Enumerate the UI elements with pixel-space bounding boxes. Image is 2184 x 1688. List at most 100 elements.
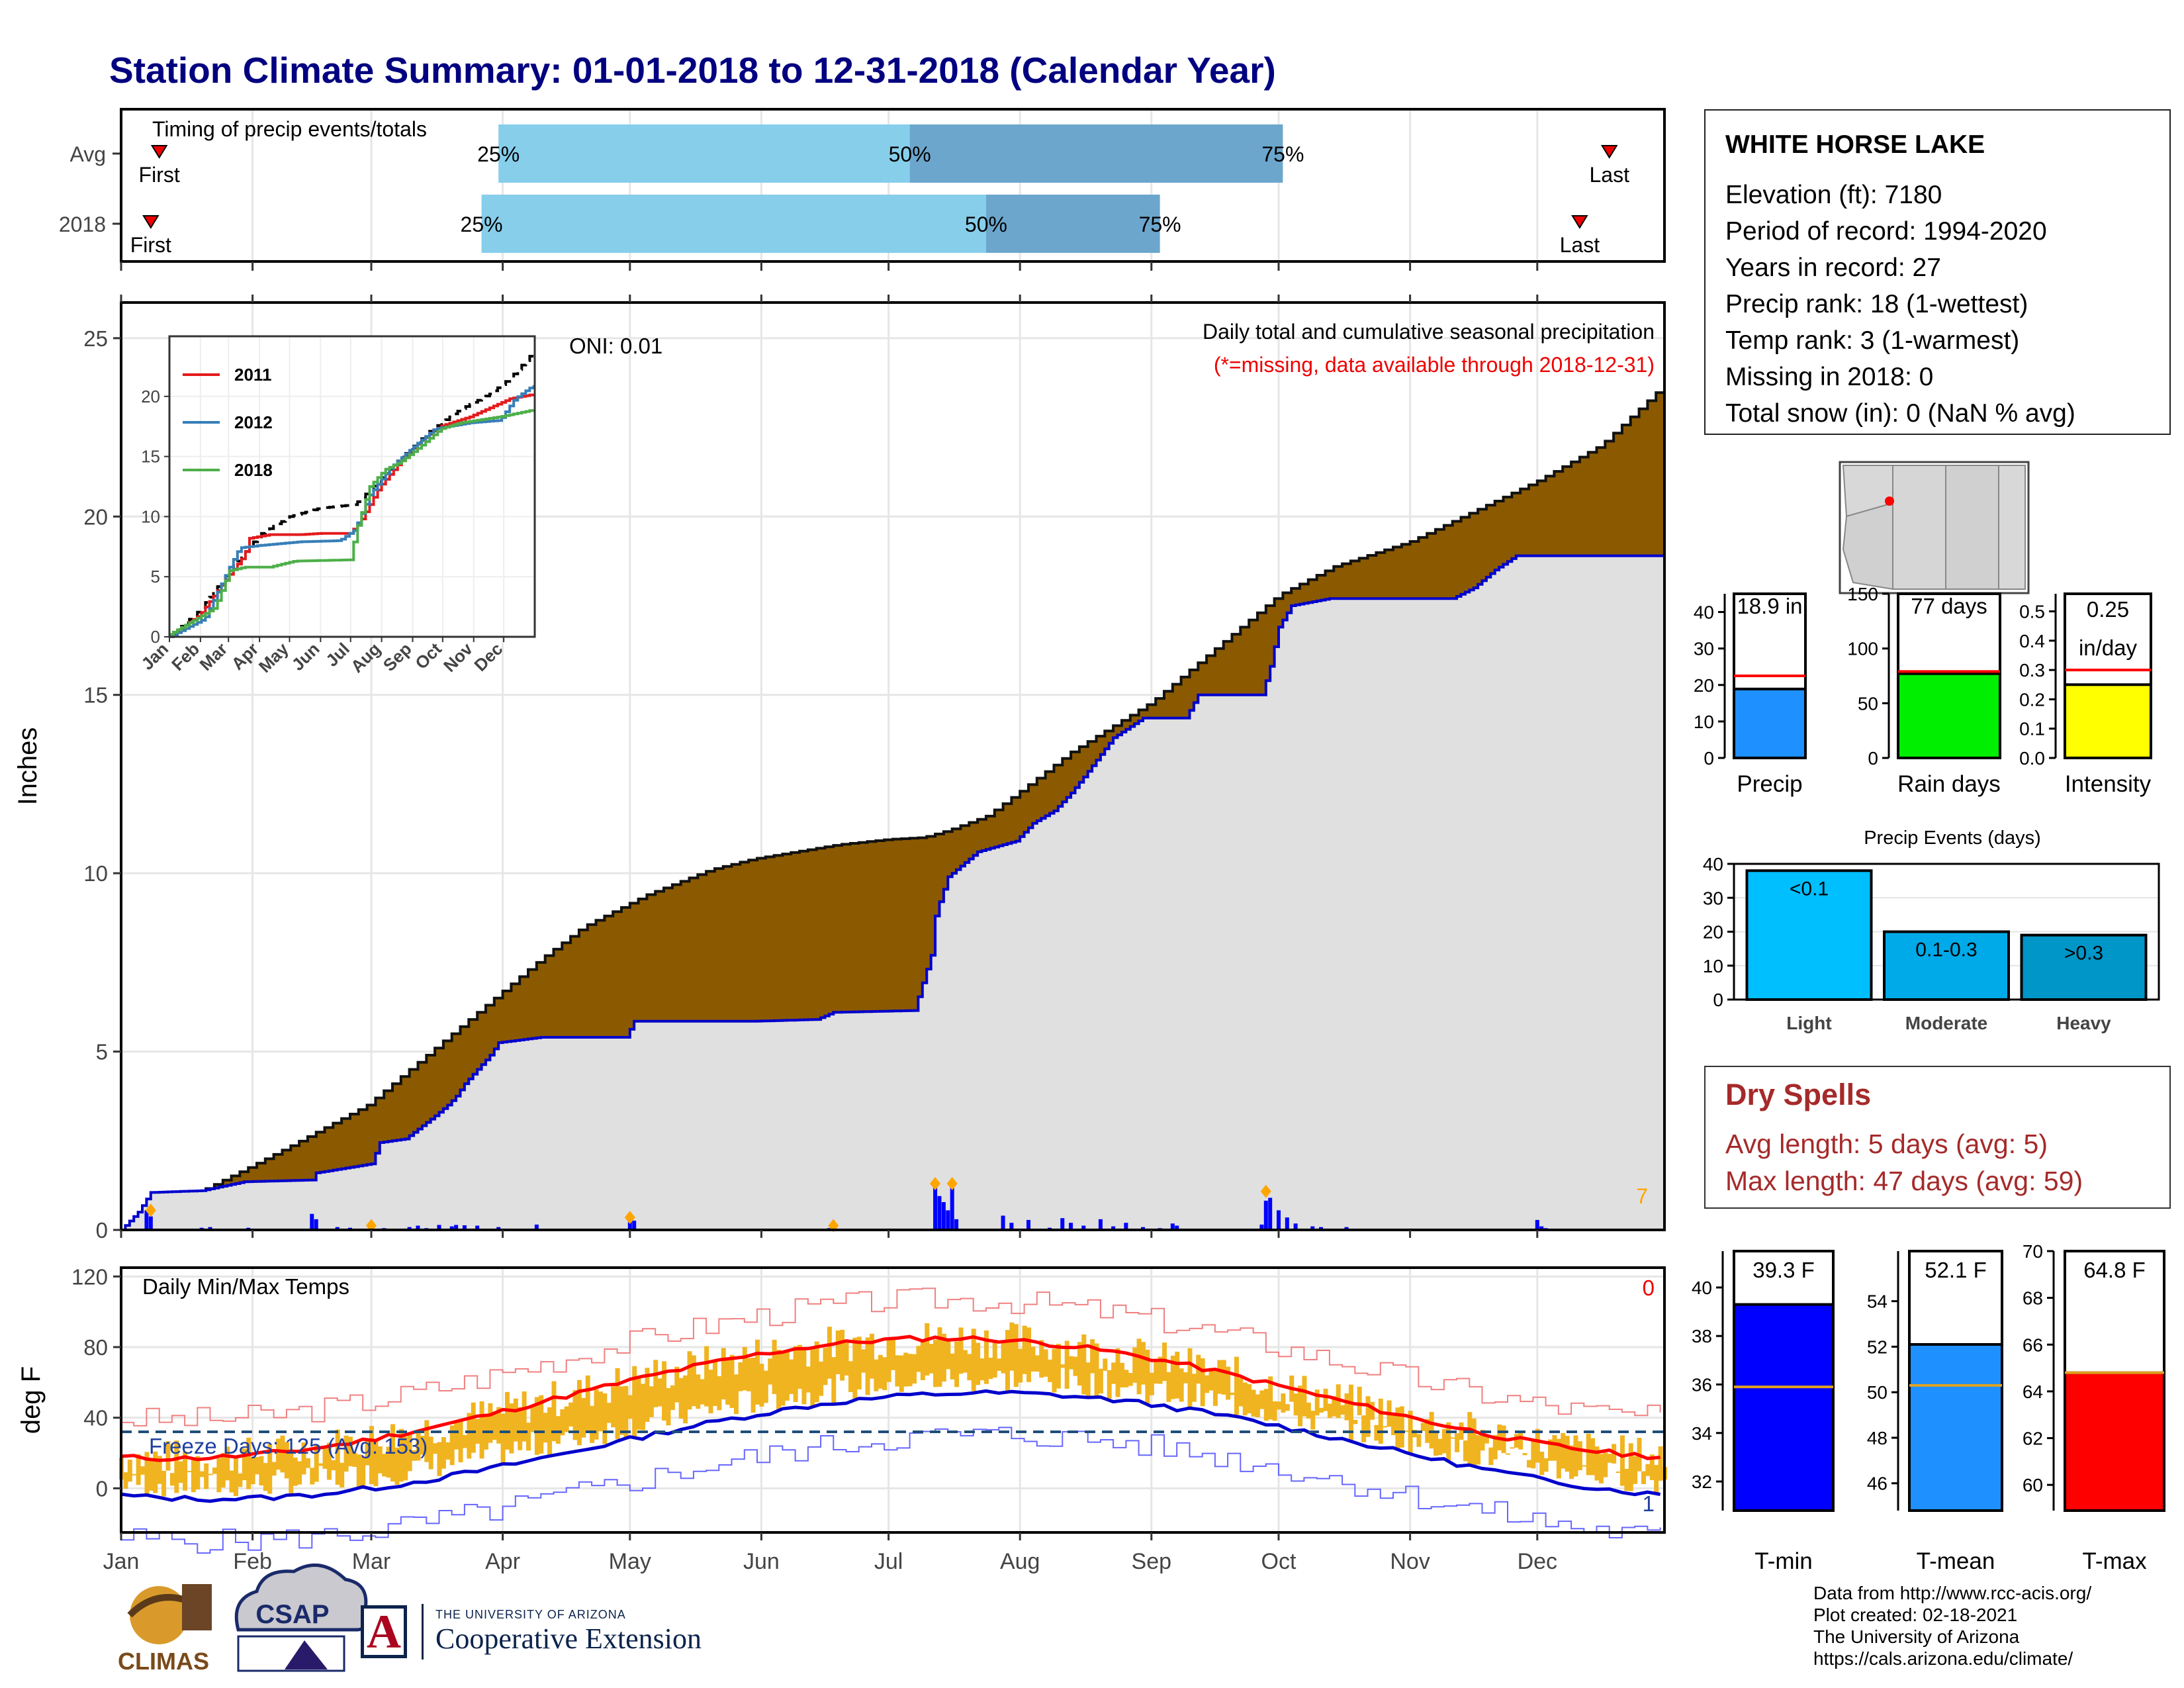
oni-label: ONI: 0.01: [569, 334, 662, 358]
daily-temp-range-bar: [751, 1357, 756, 1413]
daily-temp-range-bar: [747, 1358, 752, 1391]
daily-temp-range-bar: [1476, 1435, 1481, 1465]
daily-temp-range-bar: [1556, 1438, 1561, 1479]
daily-temp-range-bar: [271, 1462, 277, 1476]
daily-temp-range-bar: [899, 1355, 904, 1392]
daily-temp-range-bar: [576, 1380, 582, 1446]
daily-precip-bar: [1344, 1227, 1349, 1230]
daily-temp-range-bar: [1598, 1454, 1604, 1483]
daily-temp-range-bar: [585, 1375, 590, 1432]
daily-temp-range-bar: [471, 1402, 476, 1453]
daily-temp-range-bar: [267, 1444, 273, 1494]
daily-temp-range-bar: [895, 1355, 900, 1387]
daily-temp-range-bar: [407, 1432, 412, 1472]
temp-y-tick-label: 34: [1692, 1423, 1712, 1444]
daily-temp-range-bar: [1124, 1370, 1129, 1387]
daily-temp-range-bar: [1420, 1423, 1426, 1431]
daily-temp-range-bar: [623, 1385, 629, 1440]
daily-temp-range-bar: [424, 1420, 430, 1462]
daily-temp-range-bar: [1001, 1342, 1006, 1374]
daily-temp-range-bar: [428, 1436, 433, 1470]
daily-temp-range-bar: [801, 1348, 807, 1405]
mini-bar-value-label: 0.25: [2087, 597, 2129, 622]
mini-bar-unit-label: in/day: [2079, 635, 2138, 660]
daily-temp-range-bar: [1641, 1471, 1646, 1484]
pct-75-label: 75%: [1139, 212, 1181, 236]
daily-temp-range-bar: [793, 1346, 798, 1402]
daily-temp-range-bar: [1433, 1430, 1439, 1456]
map-state-arizona: [1892, 465, 1946, 590]
daily-temp-range-bar: [1484, 1436, 1489, 1444]
pct-50-label: 50%: [889, 142, 931, 166]
daily-temp-range-bar: [1069, 1356, 1074, 1370]
temp-y-tick-label: 64: [2023, 1382, 2043, 1402]
inset-y-tick-label: 5: [151, 567, 160, 586]
daily-temp-range-bar: [950, 1353, 955, 1380]
daily-temp-range-bar: [225, 1446, 230, 1481]
daily-temp-range-bar: [1480, 1430, 1485, 1451]
daily-temp-range-bar: [1319, 1407, 1324, 1413]
daily-temp-range-bar: [662, 1361, 667, 1421]
daily-temp-range-bar: [1526, 1460, 1531, 1468]
daily-precip-bar: [314, 1219, 318, 1230]
daily-temp-range-bar: [1607, 1454, 1612, 1463]
daily-temp-range-bar: [805, 1366, 811, 1393]
timing-bar-q3: [909, 124, 1283, 183]
daily-temp-range-bar: [148, 1458, 154, 1491]
footer-credits: Data from http://www.rcc-acis.org/ Plot …: [1813, 1582, 2091, 1669]
daily-precip-bar: [407, 1227, 412, 1230]
climas-sun-icon: [130, 1586, 188, 1644]
daily-temp-range-bar: [759, 1364, 764, 1407]
footer-logos: CLIMAS CSAP: [118, 1563, 370, 1675]
daily-temp-range-bar: [1332, 1396, 1337, 1417]
daily-temp-range-bar: [153, 1451, 158, 1493]
daily-temp-range-bar: [708, 1370, 713, 1414]
daily-temp-range-bar: [946, 1340, 951, 1370]
event-flag-marker: [930, 1176, 941, 1190]
daily-temp-range-bar: [780, 1352, 786, 1406]
daily-temp-range-bar: [1399, 1406, 1404, 1448]
daily-temp-range-bar: [1624, 1468, 1629, 1491]
daily-temp-range-bar: [377, 1446, 383, 1474]
footer-line-university: The University of Arizona: [1813, 1626, 2020, 1647]
daily-temp-range-bar: [704, 1346, 709, 1407]
daily-temp-range-bar: [1615, 1472, 1621, 1474]
inset-frame: [168, 335, 536, 638]
daily-temp-range-bar: [547, 1407, 553, 1456]
events-y-tick-label: 30: [1703, 888, 1723, 908]
daily-temp-range-bar: [555, 1416, 561, 1444]
y-tick-label: 5: [96, 1040, 108, 1064]
mini-bar: [1897, 672, 2001, 760]
daily-temp-range-bar: [169, 1473, 175, 1486]
daily-temp-range-bar: [1645, 1464, 1651, 1476]
daily-temp-range-bar: [1268, 1376, 1273, 1420]
pct-25-label: 25%: [477, 142, 520, 166]
daily-temp-range-bar: [687, 1351, 692, 1410]
daily-temp-range-bar: [1323, 1388, 1328, 1411]
daily-temp-range-bar: [522, 1391, 527, 1442]
daily-precip-bar: [1259, 1224, 1264, 1230]
daily-temp-range-bar: [165, 1441, 171, 1471]
daily-temp-range-bar: [289, 1449, 294, 1496]
temp-bar-name: T-mean: [1917, 1548, 1995, 1574]
mini-y-tick-label: 40: [1694, 602, 1714, 623]
daily-precip-bar: [1001, 1215, 1005, 1230]
daily-temp-range-bar: [398, 1429, 404, 1482]
daily-temp-range-bar: [1149, 1372, 1154, 1395]
daily-precip-bar: [1285, 1217, 1289, 1230]
daily-temp-range-bar: [1649, 1454, 1655, 1480]
daily-temp-range-bar: [1531, 1439, 1536, 1469]
daily-temp-range-bar: [347, 1436, 353, 1467]
observed-cumulative-line: [121, 554, 1664, 1231]
daily-temp-range-bar: [869, 1333, 874, 1379]
daily-temp-range-bar: [255, 1457, 260, 1475]
daily-temp-range-bar: [1230, 1392, 1235, 1395]
daily-temp-range-bar: [1437, 1438, 1443, 1456]
climas-logo: CLIMAS: [118, 1584, 212, 1675]
daily-precip-bar: [1319, 1227, 1324, 1230]
climas-block-icon: [182, 1584, 212, 1630]
event-flag-marker: [145, 1203, 156, 1217]
event-flag-marker: [946, 1176, 958, 1190]
daily-temp-range-bar: [1052, 1348, 1057, 1393]
daily-temp-range-bar: [157, 1456, 162, 1484]
